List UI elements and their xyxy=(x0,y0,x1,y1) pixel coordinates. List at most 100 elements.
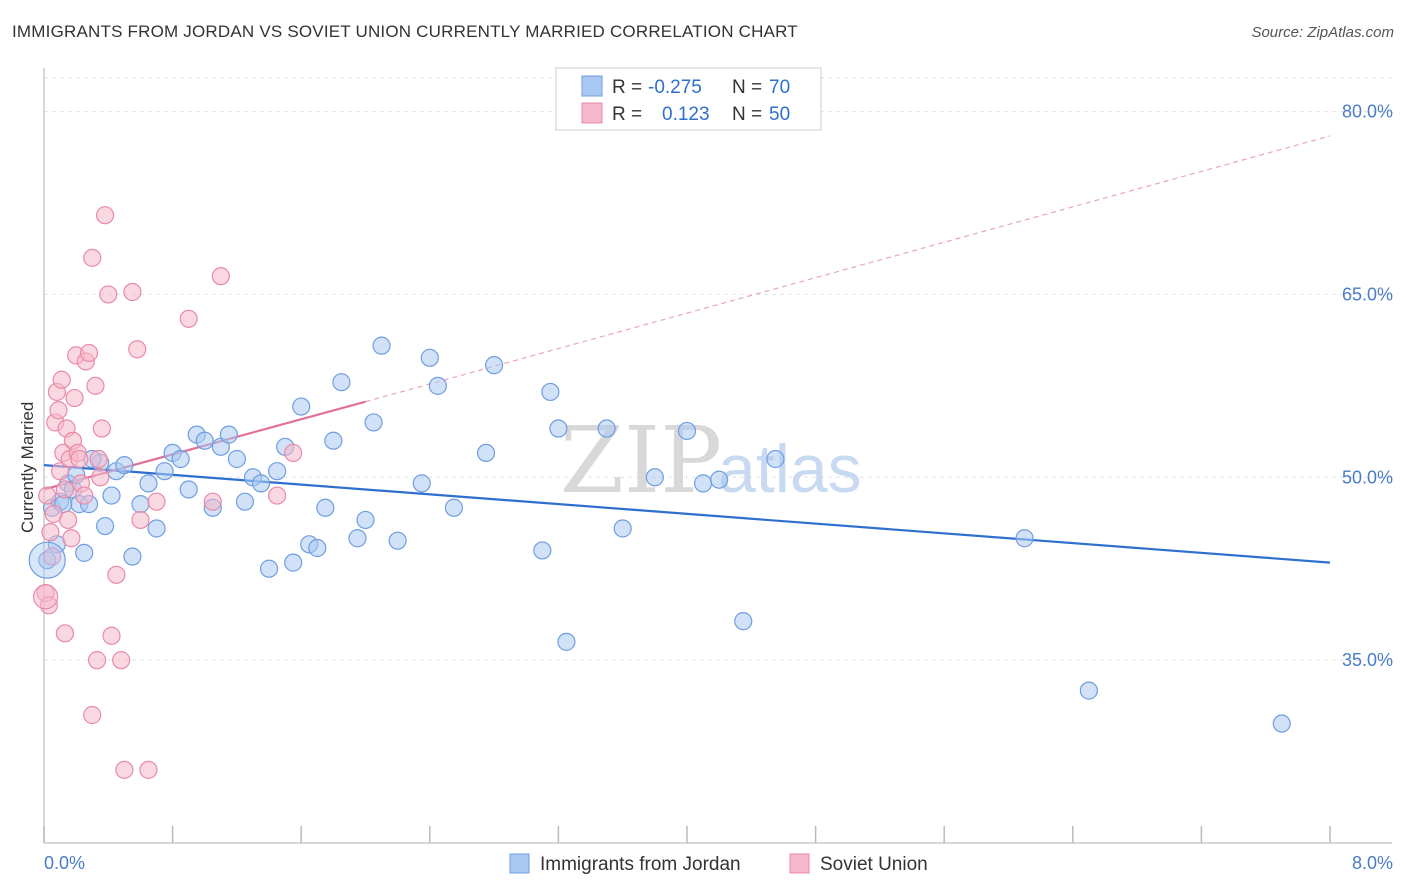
jordan-point-52 xyxy=(613,519,632,538)
jordan-point-57 xyxy=(734,612,753,631)
soviet-point-46 xyxy=(55,624,74,643)
jordan-point-46 xyxy=(485,356,504,375)
bottom-legend-swatch-soviet xyxy=(789,853,810,874)
soviet-trend-extension xyxy=(365,135,1331,403)
soviet-point-44 xyxy=(83,705,102,725)
y-tick-label-65: 65.0% xyxy=(1342,284,1393,304)
soviet-point-26 xyxy=(89,449,108,469)
watermark-atlas: atlas xyxy=(718,431,862,507)
jordan-point-34 xyxy=(308,538,327,558)
soviet-point-19 xyxy=(70,449,89,469)
jordan-point-62 xyxy=(131,495,150,514)
soviet-point-28 xyxy=(95,206,115,225)
soviet-point-2 xyxy=(42,547,62,566)
soviet-point-30 xyxy=(102,626,121,645)
x-tick-label-0: 0.0% xyxy=(44,853,85,873)
soviet-point-41 xyxy=(211,267,230,286)
x-tick-labels: 0.0% 8.0% xyxy=(44,853,1393,873)
jordan-point-14 xyxy=(147,519,166,538)
jordan-point-50 xyxy=(557,632,576,651)
jordan-point-45 xyxy=(476,443,496,463)
soviet-point-29 xyxy=(99,285,118,304)
jordan-point-66 xyxy=(75,543,94,562)
jordan-point-55 xyxy=(693,474,713,493)
soviet-point-12 xyxy=(59,510,78,530)
soviet-point-36 xyxy=(131,510,150,530)
watermark-zip: ZIP xyxy=(560,407,722,514)
legend-n-value-2: 50 xyxy=(769,104,790,125)
soviet-point-37 xyxy=(139,760,158,779)
jordan-point-60 xyxy=(1079,681,1098,700)
jordan-point-25 xyxy=(235,492,255,511)
soviet-point-21 xyxy=(75,486,94,505)
soviet-point-39 xyxy=(179,309,198,328)
soviet-point-42 xyxy=(267,486,287,505)
jordan-point-61 xyxy=(1272,714,1291,733)
legend-n-label-1: N = xyxy=(732,77,762,98)
y-tick-labels: 35.0% 50.0% 65.0% 80.0% xyxy=(1342,102,1393,671)
soviet-point-33 xyxy=(115,760,134,779)
soviet-point-24 xyxy=(83,248,102,267)
watermark: ZIP atlas xyxy=(560,407,862,514)
jordan-point-8 xyxy=(95,516,115,536)
legend-r-value-2: 0.123 xyxy=(662,104,710,125)
x-tick-label-8: 8.0% xyxy=(1352,853,1393,873)
soviet-point-38 xyxy=(147,492,166,511)
soviet-point-40 xyxy=(203,492,222,511)
jordan-point-38 xyxy=(356,510,375,530)
soviet-point-43 xyxy=(284,443,303,463)
jordan-point-41 xyxy=(388,531,407,550)
grid-lines xyxy=(44,77,1392,661)
soviet-point-35 xyxy=(128,340,147,359)
legend-r-value-1: -0.275 xyxy=(648,77,702,98)
jordan-point-58 xyxy=(766,449,785,469)
jordan-point-53 xyxy=(645,468,664,487)
soviet-point-27 xyxy=(92,419,111,438)
soviet-point-25 xyxy=(86,376,105,395)
bottom-legend-swatch-jordan xyxy=(509,853,530,874)
jordan-point-12 xyxy=(123,547,142,566)
jordan-point-36 xyxy=(332,373,351,392)
chart-title: IMMIGRANTS FROM JORDAN VS SOVIET UNION C… xyxy=(12,22,798,41)
jordan-point-28 xyxy=(259,559,279,578)
soviet-point-14 xyxy=(62,529,81,548)
jordan-cluster-point xyxy=(28,541,66,579)
jordan-point-37 xyxy=(348,529,367,548)
jordan-point-39 xyxy=(364,413,383,432)
jordan-point-24 xyxy=(227,449,246,469)
jordan-point-31 xyxy=(284,553,303,572)
soviet-point-23 xyxy=(79,343,99,363)
soviet-point-7 xyxy=(50,462,70,481)
y-axis-label: Currently Married xyxy=(18,402,37,533)
soviet-point-49 xyxy=(91,468,110,487)
soviet-cluster-point xyxy=(33,584,59,610)
jordan-point-13 xyxy=(139,474,158,493)
jordan-point-69 xyxy=(412,474,431,493)
jordan-point-11 xyxy=(115,455,134,475)
chart-source: Source: ZipAtlas.com xyxy=(1251,24,1394,41)
series-legend: Immigrants from Jordan Soviet Union xyxy=(509,853,928,875)
correlation-legend: R = -0.275 N = 70 R = 0.123 N = 50 xyxy=(555,67,822,131)
jordan-point-43 xyxy=(428,376,447,395)
soviet-point-32 xyxy=(112,651,131,670)
bottom-legend-soviet: Soviet Union xyxy=(820,854,928,875)
jordan-point-9 xyxy=(102,486,121,505)
soviet-point-0 xyxy=(38,486,57,505)
soviet-point-10 xyxy=(55,480,74,499)
jordan-point-17 xyxy=(171,449,190,469)
y-tick-label-35: 35.0% xyxy=(1342,650,1393,670)
soviet-point-34 xyxy=(123,282,142,302)
soviet-point-8 xyxy=(52,370,71,389)
jordan-point-23 xyxy=(219,425,238,444)
soviet-point-45 xyxy=(87,651,107,670)
soviet-point-31 xyxy=(107,565,126,584)
jordan-point-56 xyxy=(710,470,729,489)
legend-n-label-2: N = xyxy=(732,104,762,125)
legend-swatch-soviet xyxy=(581,102,603,124)
jordan-point-15 xyxy=(155,462,174,481)
jordan-point-32 xyxy=(292,397,311,416)
jordan-point-27 xyxy=(251,474,271,493)
legend-n-value-1: 70 xyxy=(769,77,790,98)
jordan-point-47 xyxy=(533,541,552,560)
